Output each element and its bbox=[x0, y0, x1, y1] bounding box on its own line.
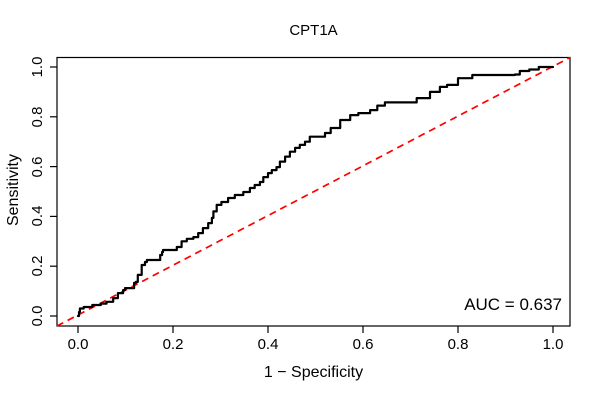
plot-border bbox=[56, 56, 571, 327]
chart-title: CPT1A bbox=[289, 22, 338, 39]
auc-annotation: AUC = 0.637 bbox=[464, 295, 562, 314]
x-axis-label: 1 − Specificity bbox=[263, 364, 364, 381]
y-axis-label: Sensitivity bbox=[5, 153, 22, 227]
roc-curve bbox=[76, 65, 555, 318]
chance-diagonal-line bbox=[56, 56, 571, 327]
